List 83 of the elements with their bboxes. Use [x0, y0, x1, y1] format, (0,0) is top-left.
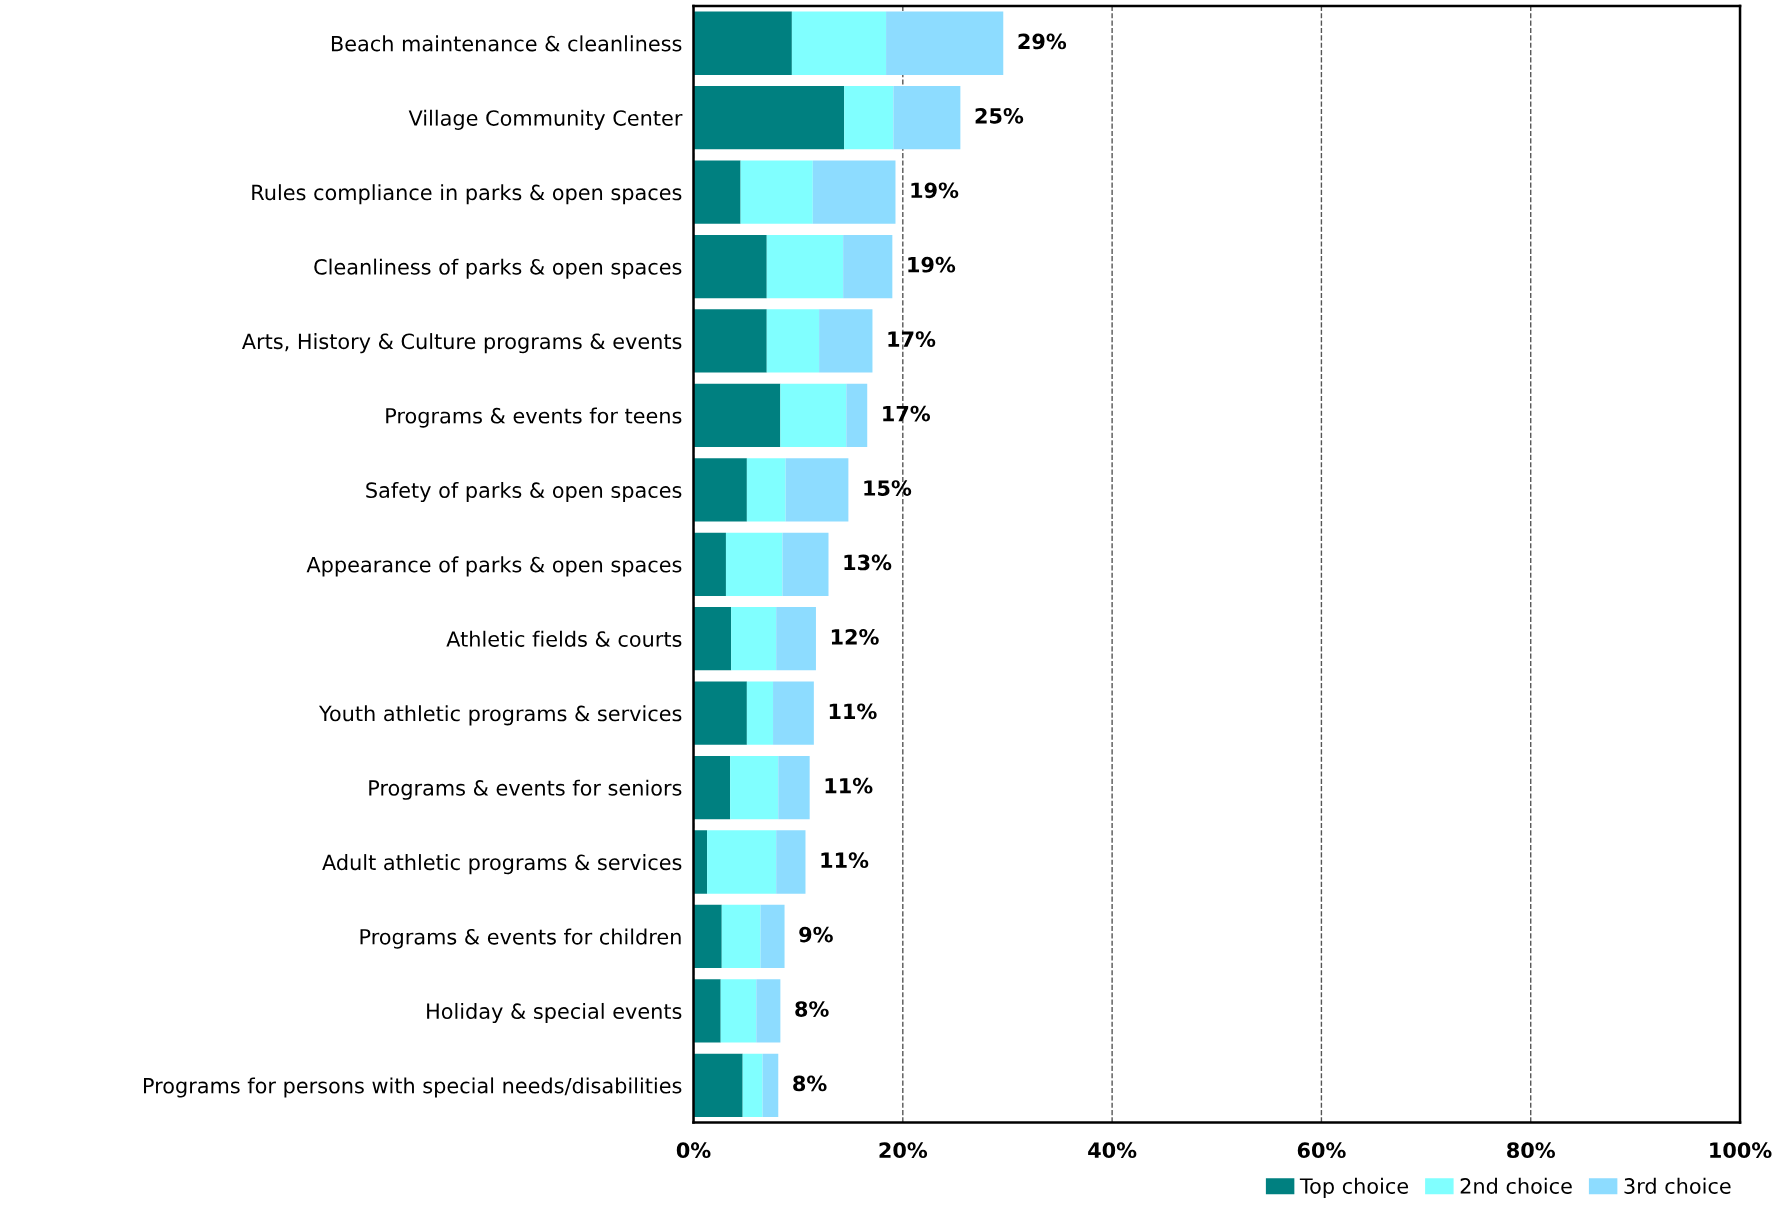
total-label: 13% — [844, 554, 892, 571]
total-label: 19% — [908, 256, 956, 273]
x-tick-label: 60% — [1297, 1142, 1346, 1159]
bar — [693, 160, 741, 224]
total-label: 17% — [883, 405, 931, 422]
bar — [740, 160, 813, 224]
bar — [760, 904, 785, 969]
total-label: 8% — [795, 1001, 829, 1017]
bar — [812, 160, 896, 224]
y-tick-label: Appearance of parks & open spaces — [306, 556, 682, 577]
y-tick-label: Safety of parks & open spaces — [366, 481, 682, 503]
y-tick-label: Village Community Center — [408, 109, 683, 130]
x-tick-label: 40% — [1088, 1142, 1137, 1159]
total-label: 25% — [975, 107, 1024, 124]
bar — [693, 383, 781, 448]
bar — [693, 681, 747, 745]
bar — [776, 607, 816, 671]
bar — [742, 1053, 763, 1117]
bar — [693, 234, 767, 299]
bar — [819, 309, 873, 373]
bar — [844, 86, 894, 150]
bar — [707, 830, 777, 894]
bar — [746, 681, 774, 745]
y-tick-label: Arts, History & Culture programs & events — [241, 333, 682, 354]
bar — [693, 607, 732, 671]
bar — [721, 904, 761, 969]
bar — [693, 755, 731, 820]
total-label: 11% — [825, 777, 873, 794]
bar — [782, 532, 829, 596]
y-tick-label: Athletic fields & courts — [446, 630, 682, 647]
bar — [730, 755, 779, 820]
y-tick-label: Cleanliness of parks & open spaces — [314, 258, 682, 279]
bar — [791, 11, 887, 75]
y-tick-label: Beach maintenance & cleanliness — [331, 35, 682, 52]
bar — [766, 309, 820, 373]
total-label: 9% — [799, 926, 833, 943]
y-tick-label: Programs for persons with special needs/disabilities — [144, 1077, 682, 1098]
total-label: 8% — [793, 1075, 827, 1092]
bar — [693, 532, 726, 596]
bar — [720, 979, 757, 1043]
y-tick-label: Adult athletic programs & services — [322, 854, 682, 875]
y-tick-label: Programs & events for seniors — [369, 779, 682, 800]
total-label: 11% — [821, 852, 869, 869]
bar — [778, 755, 810, 820]
bar — [693, 11, 792, 75]
bar — [693, 86, 845, 150]
bar — [776, 830, 806, 894]
x-tick-label: 0% — [676, 1142, 711, 1159]
total-label: 29% — [1018, 33, 1067, 50]
bar — [762, 1053, 779, 1117]
legend-label: 2nd choice — [1460, 1177, 1572, 1194]
bar — [756, 979, 781, 1043]
bar — [843, 234, 893, 299]
bar — [780, 383, 847, 448]
bar — [785, 458, 849, 522]
total-label: 11% — [829, 703, 877, 720]
x-tick-label: 100% — [1710, 1142, 1772, 1159]
y-tick-label: Youth athletic programs & services — [318, 705, 682, 726]
bar — [746, 458, 786, 522]
total-label: 15% — [864, 480, 912, 496]
total-label: 17% — [888, 331, 936, 348]
bar — [886, 11, 1004, 75]
x-tick-label: 20% — [879, 1142, 928, 1159]
y-tick-label: Programs & events for children — [360, 928, 681, 949]
total-label: 12% — [831, 628, 879, 645]
y-tick-label: Holiday & special events — [427, 1002, 682, 1024]
legend-label: 3rd choice — [1624, 1177, 1731, 1194]
y-tick-label: Rules compliance in parks & open spaces — [252, 184, 682, 205]
bar — [766, 234, 844, 299]
bar — [773, 681, 814, 745]
bar — [893, 86, 961, 150]
bar — [725, 532, 783, 596]
legend-label: Top choice — [1299, 1177, 1409, 1198]
bar — [731, 607, 777, 671]
bar — [693, 904, 722, 969]
x-tick-label: 80% — [1507, 1142, 1555, 1159]
total-label: 19% — [911, 182, 959, 199]
bar — [693, 458, 747, 522]
bar — [693, 1053, 743, 1117]
bar — [693, 309, 767, 373]
y-tick-label: Programs & events for teens — [386, 407, 682, 428]
bar — [846, 383, 868, 448]
bar — [693, 979, 721, 1043]
